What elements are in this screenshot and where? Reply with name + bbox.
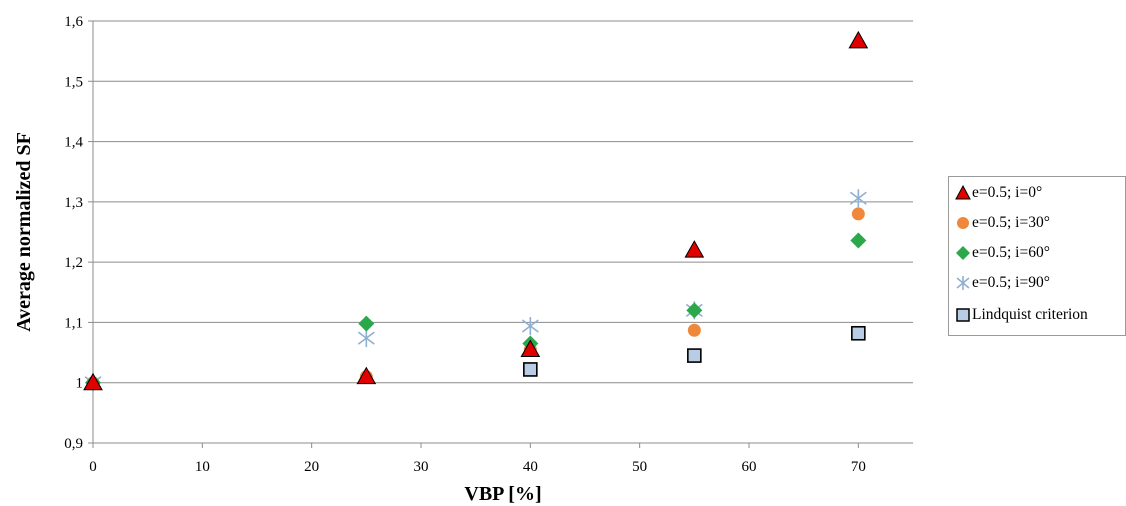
data-point [521,317,539,336]
asterisk-marker-icon [956,276,970,290]
data-point [686,302,703,319]
data-point [849,189,867,208]
legend-item-i0: e=0.5; i=0° [955,183,1042,203]
data-point [851,325,866,341]
data-point [850,232,867,249]
legend-label: e=0.5; i=0° [972,184,1043,201]
y-tick-label: 1 [76,376,84,392]
legend: e=0.5; i=0° e=0.5; i=30° e=0.5; i=60° e=… [948,176,1126,336]
data-point [848,30,869,49]
x-tick-label: 50 [632,459,647,475]
square-marker-icon [956,308,970,322]
series-1 [86,207,865,390]
data-point [520,339,541,358]
y-tick-label: 1,1 [64,315,83,331]
series-3 [84,189,867,392]
triangle-marker-icon [955,185,971,200]
x-tick-label: 30 [414,459,429,475]
legend-item-i90: e=0.5; i=90° [955,273,1050,293]
data-point [358,315,375,332]
legend-label: e=0.5; i=30° [972,214,1050,231]
y-tick-label: 1,2 [64,255,83,271]
data-point [523,362,538,377]
x-tick-label: 10 [195,459,210,475]
x-tick-label: 60 [742,459,757,475]
x-tick-label: 70 [851,459,866,475]
axes [88,20,913,448]
x-tick-label: 40 [523,459,538,475]
y-axis-title: Average normalized SF [13,132,35,332]
data-point [851,207,865,221]
legend-label: e=0.5; i=90° [972,274,1050,291]
diamond-marker-icon [956,246,970,260]
series-2 [85,232,867,391]
x-axis-title: VBP [%] [464,483,541,505]
circle-marker-icon [957,217,969,229]
data-point [357,329,375,348]
data-point [687,348,702,363]
gridlines [93,20,913,384]
legend-item-i60: e=0.5; i=60° [955,243,1050,263]
x-tick-label: 0 [89,459,97,475]
x-tick-label: 20 [304,459,319,475]
series-0 [83,30,869,391]
y-tick-label: 1,6 [64,14,83,30]
data-point [687,323,701,337]
y-tick-label: 1,4 [64,135,83,151]
data-point [83,372,103,391]
tick-labels: 0,9 1 1,1 1,2 1,3 1,4 1,5 1,6 0 10 20 30 40 50 60 70 [64,14,866,475]
legend-item-lindquist: Lindquist criterion [955,305,1088,325]
data-points [83,30,869,392]
y-tick-label: 1,3 [64,195,83,211]
data-point [684,240,705,258]
legend-item-i30: e=0.5; i=30° [955,213,1050,233]
legend-label: e=0.5; i=60° [972,244,1050,261]
y-tick-label: 1,5 [64,74,83,90]
data-point [356,366,377,385]
legend-label: Lindquist criterion [972,306,1088,323]
y-tick-label: 0,9 [64,436,83,452]
series-4 [523,325,866,377]
